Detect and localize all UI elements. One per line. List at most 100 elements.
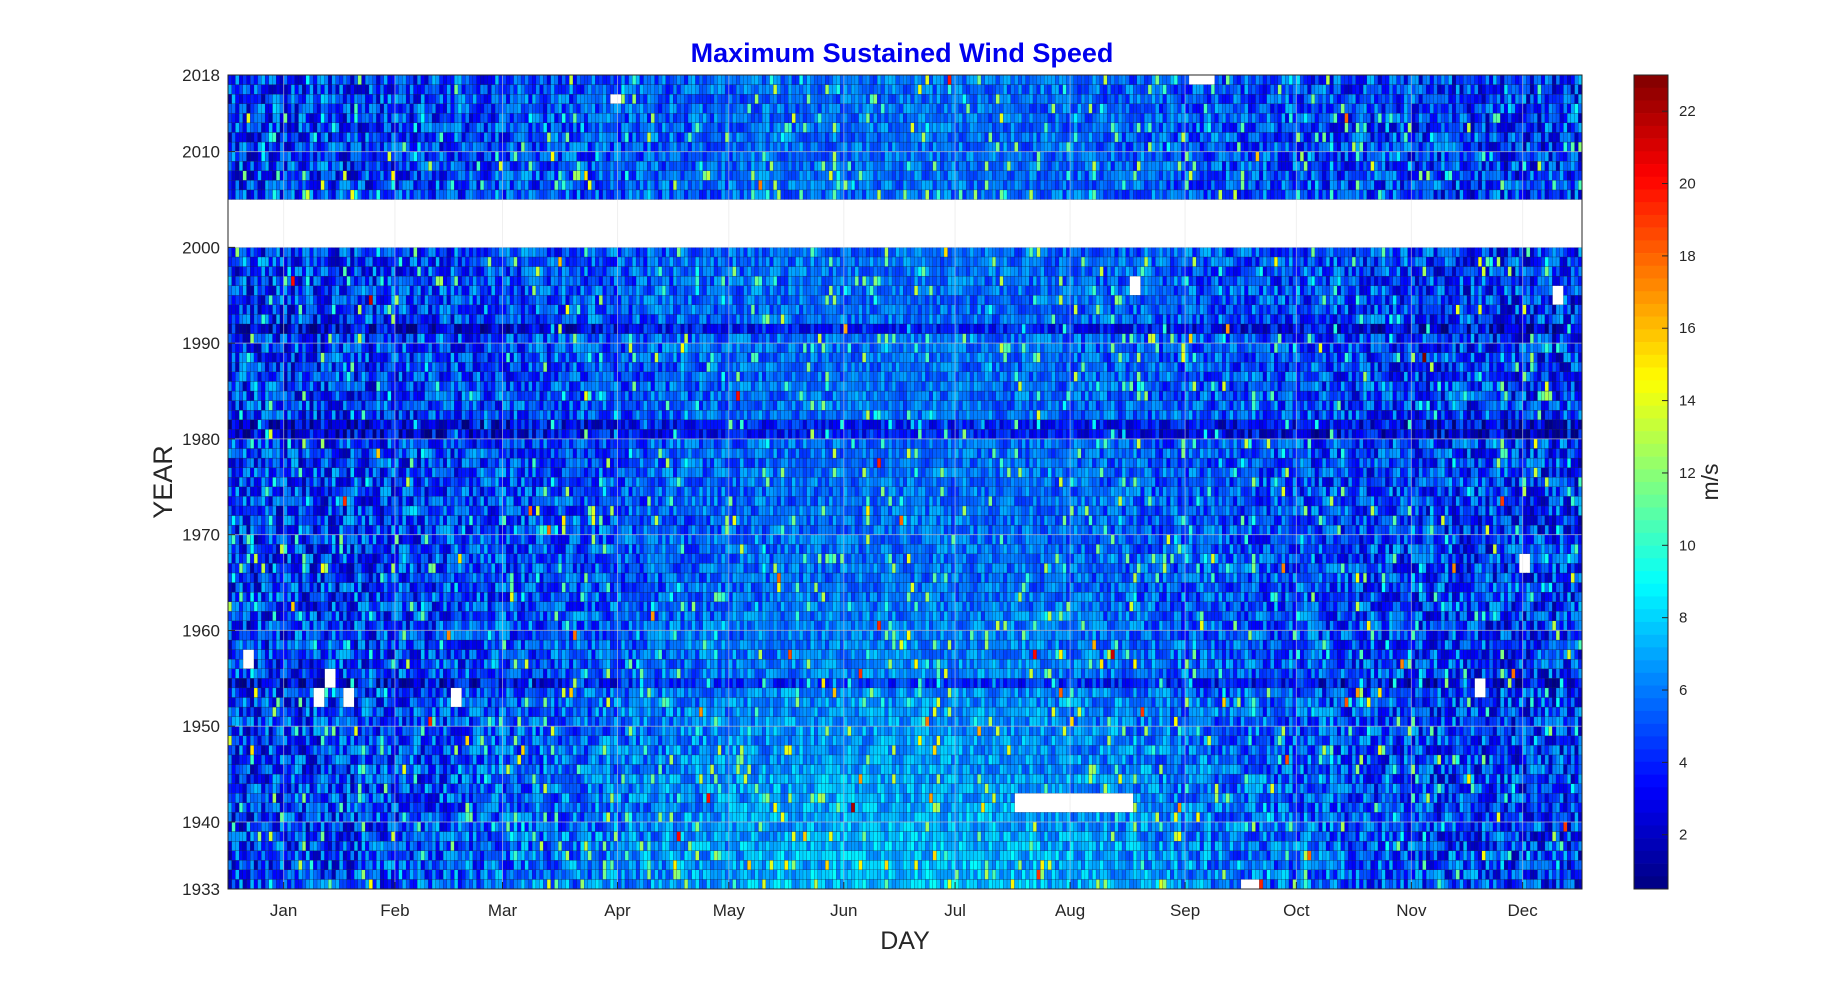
heatmap-cell — [273, 803, 277, 813]
heatmap-cell — [1170, 841, 1174, 851]
heatmap-cell — [744, 832, 748, 842]
heatmap-cell — [751, 784, 755, 794]
heatmap-cell — [829, 765, 833, 775]
heatmap-cell — [1515, 822, 1519, 832]
heatmap-cell — [1322, 793, 1326, 803]
heatmap-cell — [881, 774, 885, 784]
heatmap-cell — [1007, 822, 1011, 832]
heatmap-cell — [632, 832, 636, 842]
heatmap-cell — [981, 879, 985, 889]
heatmap-cell — [1189, 851, 1193, 861]
heatmap-cell — [1274, 755, 1278, 765]
heatmap-cell — [428, 822, 432, 832]
heatmap-cell — [313, 851, 317, 861]
heatmap-cell — [766, 870, 770, 880]
heatmap-cell — [792, 803, 796, 813]
heatmap-cell — [592, 765, 596, 775]
heatmap-cell — [977, 784, 981, 794]
heatmap-cell — [1204, 822, 1208, 832]
heatmap-cell — [1133, 860, 1137, 870]
heatmap-cell — [1445, 841, 1449, 851]
heatmap-cell — [988, 765, 992, 775]
heatmap-cell — [1378, 765, 1382, 775]
heatmap-cell — [1415, 832, 1419, 842]
heatmap-cell — [733, 755, 737, 765]
heatmap-cell — [1192, 793, 1196, 803]
heatmap-cell — [510, 812, 514, 822]
heatmap-cell — [1033, 784, 1037, 794]
heatmap-cell — [1374, 879, 1378, 889]
heatmap-cell — [959, 755, 963, 765]
heatmap-cell — [328, 803, 332, 813]
heatmap-cell — [261, 879, 265, 889]
heatmap-cell — [881, 860, 885, 870]
heatmap-cell — [862, 755, 866, 765]
heatmap-cell — [343, 784, 347, 794]
heatmap-cell — [822, 812, 826, 822]
heatmap-cell — [454, 841, 458, 851]
heatmap-cell — [736, 822, 740, 832]
heatmap-cell — [1133, 755, 1137, 765]
heatmap-cell — [1085, 832, 1089, 842]
heatmap-cell — [1059, 851, 1063, 861]
heatmap-cell — [525, 803, 529, 813]
heatmap-cell — [1415, 851, 1419, 861]
heatmap-cell — [1241, 803, 1245, 813]
heatmap-cell — [1404, 851, 1408, 861]
heatmap-cell — [1211, 803, 1215, 813]
heatmap-cell — [940, 812, 944, 822]
heatmap-cell — [388, 841, 392, 851]
heatmap-cell — [1189, 755, 1193, 765]
heatmap-cell — [970, 755, 974, 765]
heatmap-cell — [859, 832, 863, 842]
heatmap-cell — [339, 793, 343, 803]
heatmap-cell — [506, 755, 510, 765]
heatmap-cell — [1471, 803, 1475, 813]
heatmap-cell — [799, 765, 803, 775]
heatmap-cell — [551, 832, 555, 842]
heatmap-cell — [1326, 812, 1330, 822]
heatmap-cell — [510, 755, 514, 765]
heatmap-cell — [992, 774, 996, 784]
heatmap-cell — [1356, 841, 1360, 851]
heatmap-cell — [1478, 851, 1482, 861]
heatmap-cell — [1419, 860, 1423, 870]
heatmap-cell — [376, 774, 380, 784]
heatmap-cell — [298, 793, 302, 803]
heatmap-cell — [1033, 879, 1037, 889]
heatmap-cell — [1200, 879, 1204, 889]
heatmap-cell — [569, 784, 573, 794]
heatmap-cell — [558, 832, 562, 842]
heatmap-cell — [966, 774, 970, 784]
heatmap-cell — [517, 879, 521, 889]
heatmap-cell — [1419, 793, 1423, 803]
heatmap-cell — [1371, 803, 1375, 813]
heatmap-cell — [1567, 774, 1571, 784]
heatmap-cell — [766, 755, 770, 765]
heatmap-cell — [736, 879, 740, 889]
heatmap-cell — [1237, 765, 1241, 775]
heatmap-cell — [877, 841, 881, 851]
heatmap-cell — [1267, 765, 1271, 775]
heatmap-cell — [1141, 784, 1145, 794]
heatmap-cell — [1133, 803, 1137, 813]
heatmap-cell — [955, 860, 959, 870]
heatmap-cell — [432, 822, 436, 832]
heatmap-cell — [514, 851, 518, 861]
heatmap-cell — [1167, 765, 1171, 775]
heatmap-cell — [1467, 851, 1471, 861]
heatmap-cell — [562, 793, 566, 803]
heatmap-cell — [317, 832, 321, 842]
heatmap-cell — [1575, 832, 1579, 842]
heatmap-cell — [818, 879, 822, 889]
heatmap-cell — [692, 860, 696, 870]
heatmap-cell — [1330, 803, 1334, 813]
heatmap-cell — [1000, 851, 1004, 861]
heatmap-cell — [1215, 793, 1219, 803]
heatmap-cell — [1089, 841, 1093, 851]
heatmap-cell — [532, 803, 536, 813]
heatmap-cell — [814, 870, 818, 880]
heatmap-cell — [580, 870, 584, 880]
heatmap-cell — [425, 784, 429, 794]
heatmap-cell — [1278, 841, 1282, 851]
